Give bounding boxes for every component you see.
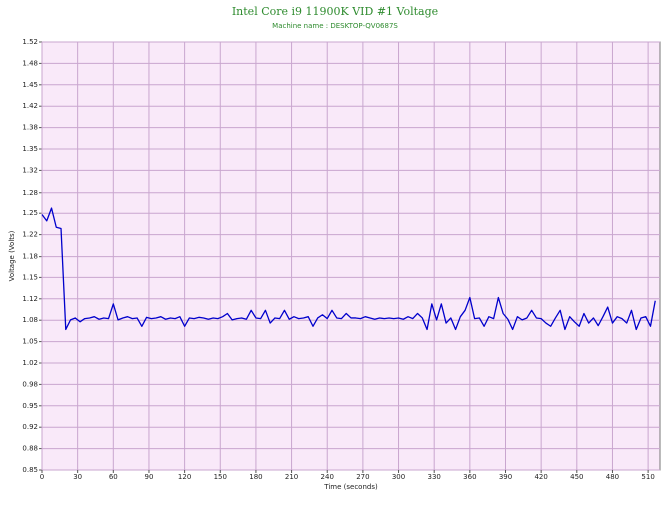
x-tick-label: 360 [463,473,476,481]
x-tick-label: 450 [570,473,583,481]
x-tick-label: 0 [40,473,44,481]
x-axis-label: Time (seconds) [323,483,378,491]
y-tick-label: 0.92 [22,423,38,431]
y-tick-label: 1.05 [22,338,38,346]
x-tick-label: 120 [178,473,191,481]
y-tick-label: 1.52 [22,38,38,46]
y-tick-label: 1.25 [22,209,38,217]
y-tick-label: 0.98 [22,380,38,388]
y-tick-label: 1.32 [22,166,38,174]
x-tick-label: 60 [109,473,118,481]
y-tick-label: 1.35 [22,145,38,153]
y-tick-label: 1.48 [22,59,38,67]
x-tick-label: 510 [641,473,654,481]
y-tick-label: 1.02 [22,359,38,367]
y-tick-label: 1.45 [22,81,38,89]
y-tick-label: 1.12 [22,295,38,303]
x-tick-label: 210 [285,473,298,481]
x-tick-label: 240 [321,473,334,481]
x-tick-label: 480 [606,473,619,481]
y-tick-label: 0.88 [22,445,38,453]
y-axis-label: Voltage (Volts) [8,230,16,281]
marks [41,207,656,331]
voltage-line [41,207,656,331]
grid: 0.85 0.88 0.92 0.95 0.98 1.02 1.05 1.08 1.12 1.15… [22,38,660,481]
y-tick-label: 0.95 [22,402,38,410]
plot-area [41,41,661,471]
x-tick-label: 180 [249,473,262,481]
y-tick-label: 1.18 [22,253,38,261]
x-tick-label: 30 [73,473,82,481]
y-tick-label: 1.15 [22,273,38,281]
y-tick-label: 1.22 [22,231,38,239]
x-tick-label: 270 [356,473,369,481]
x-tick-label: 90 [145,473,154,481]
x-tick-label: 330 [428,473,441,481]
chart-title: Intel Core i9 11900K VID #1 Voltage [232,5,438,18]
x-tick-label: 150 [214,473,227,481]
x-tick-label: 390 [499,473,512,481]
y-tick-label: 1.38 [22,124,38,132]
y-tick-label: 1.42 [22,102,38,110]
y-tick-label: 1.28 [22,189,38,197]
y-tick-label: 1.08 [22,316,38,324]
y-tick-label: 0.85 [22,466,38,474]
x-tick-label: 300 [392,473,405,481]
x-tick-label: 420 [534,473,547,481]
chart-subtitle: Machine name : DESKTOP-QV0687S [272,22,398,30]
